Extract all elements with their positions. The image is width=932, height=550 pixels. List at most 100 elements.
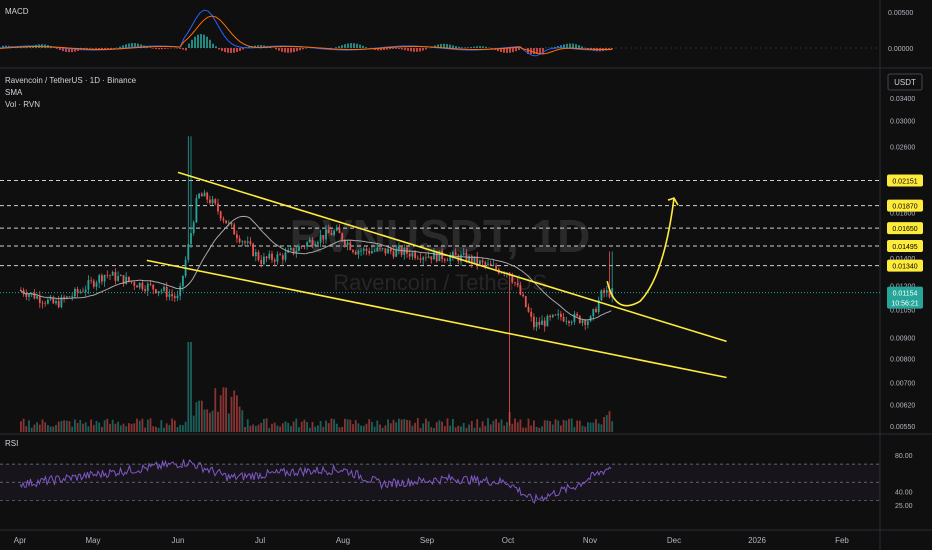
volume-bar — [454, 427, 457, 432]
symbol-title[interactable]: Ravencoin / TetherUS · 1D · Binance — [5, 76, 137, 85]
volume-bar — [303, 419, 306, 432]
volume-bar — [260, 422, 263, 432]
volume-bar — [425, 418, 427, 432]
currency-badge[interactable]: USDT — [894, 78, 916, 87]
candle-body — [557, 313, 560, 316]
volume-bar — [603, 416, 605, 432]
candle-body — [125, 276, 128, 285]
macd-histogram-bar — [503, 48, 505, 53]
macd-histogram-bar — [464, 47, 466, 48]
candle-body — [95, 282, 98, 287]
volume-bar — [457, 425, 460, 432]
macd-histogram-bar — [404, 48, 406, 51]
watermark-name: Ravencoin / TetherUS — [333, 270, 547, 295]
volume-bar — [576, 420, 578, 432]
candle-body — [130, 281, 133, 283]
volume-bar — [244, 426, 246, 432]
candle-body — [454, 252, 457, 256]
macd-histogram-bar — [455, 46, 457, 48]
macd-histogram-bar — [509, 48, 511, 53]
macd-histogram-bar — [383, 48, 385, 51]
candle-body — [79, 291, 82, 293]
currency-badge-box[interactable] — [887, 73, 923, 91]
candle-body — [381, 248, 384, 249]
candle-body — [281, 255, 284, 260]
candle-body — [314, 244, 317, 246]
candle-body — [492, 265, 495, 267]
candle-body — [111, 271, 114, 276]
candle-body — [60, 296, 63, 308]
macd-histogram-bar — [56, 48, 58, 49]
candle-body — [263, 256, 265, 265]
volume-bar — [125, 426, 128, 432]
volume-bar — [441, 421, 443, 432]
candle-body — [236, 234, 238, 239]
macd-histogram-bar — [302, 48, 304, 50]
candle-body — [68, 296, 71, 298]
volume-bar — [195, 402, 198, 432]
volume-bar — [184, 421, 187, 432]
macd-histogram-bar — [194, 36, 196, 48]
candle-body — [238, 238, 241, 243]
volume-bar — [25, 426, 28, 432]
macd-histogram-bar — [410, 48, 412, 52]
candle-body — [38, 296, 41, 303]
volume-bar — [319, 421, 322, 432]
macd-histogram-bar — [182, 48, 184, 50]
macd-histogram-bar — [569, 43, 571, 48]
candle-body — [260, 260, 263, 265]
candle-body — [119, 275, 122, 277]
volume-bar — [495, 418, 497, 432]
macd-histogram-bar — [380, 48, 382, 51]
macd-histogram-bar — [290, 48, 292, 53]
volume-bar — [200, 400, 203, 432]
volume-bar — [354, 420, 357, 432]
candle-body — [524, 296, 527, 307]
volume-bar — [581, 425, 584, 432]
volume-bar — [373, 426, 376, 432]
macd-histogram-bar — [59, 48, 61, 51]
trendline-upper[interactable] — [177, 171, 727, 343]
volume-bar — [573, 427, 576, 432]
candle-body — [63, 296, 65, 299]
candle-body — [530, 311, 533, 317]
volume-bar — [263, 418, 265, 432]
macd-histogram-bar — [185, 48, 187, 51]
candle-body — [408, 253, 411, 257]
candle-body — [114, 271, 117, 281]
volume-bar — [214, 388, 217, 432]
macd-histogram-bar — [398, 48, 400, 50]
volume-bar — [492, 420, 495, 432]
candle-body — [55, 301, 57, 304]
macd-histogram-bar — [356, 43, 358, 48]
macd-histogram-bar — [191, 39, 193, 48]
volume-bar — [111, 419, 114, 432]
trendline-lower[interactable] — [146, 259, 727, 379]
volume-bar — [578, 420, 581, 432]
candle-body — [257, 252, 260, 261]
macd-histogram-bar — [452, 45, 454, 48]
candle-body — [362, 248, 365, 251]
candle-body — [473, 256, 476, 263]
price-axis-tick: 0.03000 — [890, 119, 915, 126]
candle-body — [138, 282, 141, 288]
current-price-badge — [887, 286, 923, 309]
candle-body — [560, 313, 562, 317]
macd-histogram-bar — [341, 45, 343, 48]
macd-histogram-bar — [179, 48, 181, 49]
projection-curve[interactable] — [606, 198, 675, 307]
candle-body — [92, 280, 95, 287]
rsi-axis-tick: 25.00 — [895, 503, 913, 510]
time-axis-tick: Nov — [583, 536, 597, 545]
volume-bar — [146, 419, 149, 432]
candle-body — [354, 251, 357, 255]
candle-body — [246, 241, 249, 243]
candle-body — [276, 254, 279, 262]
volume-bar — [90, 419, 92, 432]
candle-body — [195, 198, 198, 223]
volume-bar — [57, 421, 60, 432]
volume-bar — [68, 421, 71, 432]
macd-histogram-bar — [62, 48, 64, 52]
candle-body — [209, 199, 211, 204]
